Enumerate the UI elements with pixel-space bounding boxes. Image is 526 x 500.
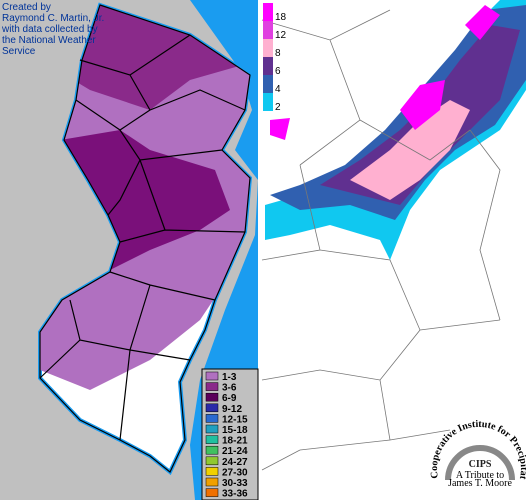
legend-label: 2 (275, 102, 281, 113)
county-lines (39, 4, 251, 473)
legend-label: 33-36 (222, 489, 248, 500)
legend-swatch (263, 75, 273, 93)
legend-label: 21-24 (222, 446, 248, 457)
legend-swatch (205, 445, 219, 455)
ne-legend: 18 12 8 6 4 2 (263, 3, 287, 113)
legend-swatch (205, 414, 219, 423)
ne-snow (265, 0, 526, 260)
legend-label: 6-9 (222, 393, 237, 404)
credit-line: Raymond C. Martin, Jr. (2, 13, 104, 24)
legend-swatch (205, 456, 219, 466)
legend-swatch (263, 21, 273, 39)
legend-swatch (205, 435, 219, 444)
legend-swatch (205, 488, 219, 497)
legend-swatch (205, 477, 219, 487)
credit-line: Service (2, 46, 36, 57)
credit-line: the National Weather (2, 35, 96, 46)
legend-label: 4 (275, 84, 281, 95)
legend-label: 27-30 (222, 467, 248, 478)
legend-label: 24-27 (222, 457, 248, 468)
legend-swatch (263, 39, 273, 57)
legend-swatch (263, 3, 273, 21)
legend-swatch (263, 57, 273, 75)
credit-line: Created by (2, 2, 51, 13)
legend-swatch (205, 424, 219, 434)
legend-label: 6 (275, 66, 281, 77)
legend-swatch (205, 382, 219, 391)
legend-swatch (205, 467, 219, 476)
legend-label: 3-6 (222, 383, 237, 394)
credit-line: with data collected by (1, 24, 98, 35)
legend-label: 15-18 (222, 425, 248, 436)
legend-swatch (205, 371, 219, 381)
logo-tribute: A Tribute to (456, 470, 504, 481)
legend-label: 12 (275, 30, 287, 41)
legend-label: 18 (275, 12, 287, 23)
legend-label: 1-3 (222, 372, 237, 383)
logo-tribute: James T. Moore (448, 478, 512, 489)
legend-label: 30-33 (222, 478, 248, 489)
legend-swatch (205, 403, 219, 413)
state-lines (261, 9, 501, 471)
nj-legend: 1-33-66-99-1212-1515-1818-2121-2424-2727… (205, 371, 248, 500)
legend-swatch (263, 93, 273, 111)
logo-name: CIPS (469, 459, 492, 470)
legend-label: 9-12 (222, 404, 242, 415)
legend-swatch (205, 392, 219, 402)
legend-label: 8 (275, 48, 281, 59)
legend-label: 18-21 (222, 436, 248, 447)
legend-label: 12-15 (222, 414, 248, 425)
